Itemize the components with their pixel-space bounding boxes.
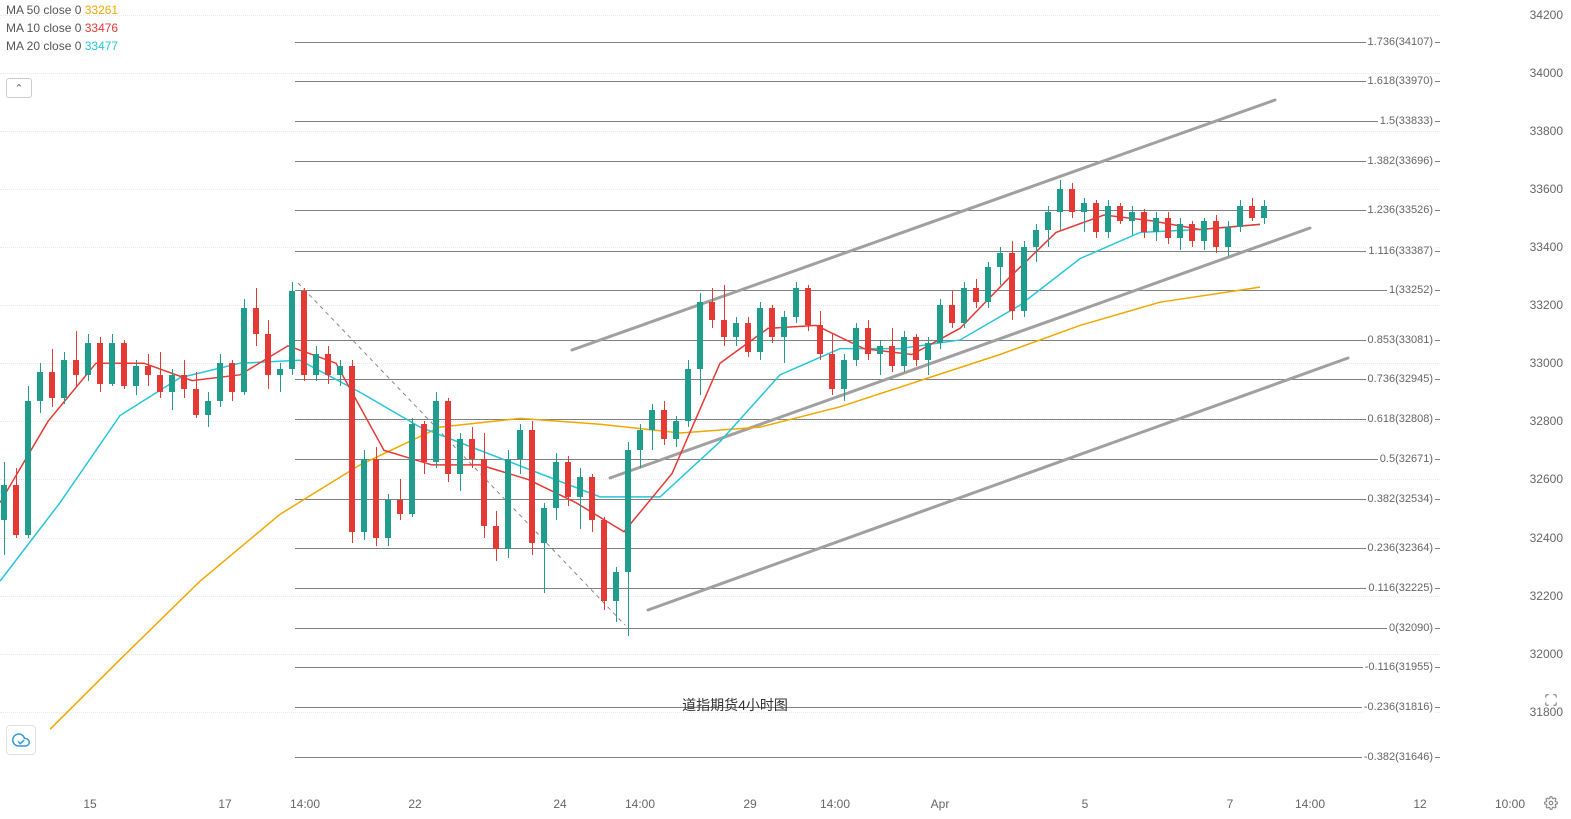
fib-line	[295, 251, 1440, 252]
y-tick: 32000	[1530, 647, 1563, 661]
x-tick: 22	[408, 797, 421, 811]
fib-line	[295, 290, 1440, 291]
fib-line	[295, 379, 1440, 380]
y-tick: 32800	[1530, 414, 1563, 428]
x-tick: 14:00	[290, 797, 320, 811]
grid-line	[0, 654, 1440, 655]
fib-label: 1.618(33970)	[1366, 75, 1435, 87]
x-tick: 15	[83, 797, 96, 811]
x-tick: 29	[743, 797, 756, 811]
gear-icon	[1544, 796, 1558, 810]
x-tick: 24	[553, 797, 566, 811]
x-tick: 14:00	[1295, 797, 1325, 811]
y-tick: 34200	[1530, 8, 1563, 22]
fib-line	[295, 588, 1440, 589]
grid-line	[0, 73, 1440, 74]
y-tick: 33600	[1530, 182, 1563, 196]
fib-label: 1.236(33526)	[1366, 204, 1435, 216]
legend-ma20: MA 20 close 0 33477	[6, 39, 118, 53]
chart-title: 道指期货4小时图	[682, 695, 788, 715]
fib-line	[295, 628, 1440, 629]
fib-line	[295, 121, 1440, 122]
grid-line	[0, 596, 1440, 597]
settings-button[interactable]	[1541, 793, 1561, 813]
y-tick: 32400	[1530, 531, 1563, 545]
fib-line	[295, 81, 1440, 82]
fib-label: 1(33252)	[1387, 284, 1435, 296]
fib-label: 1.116(33387)	[1366, 245, 1435, 257]
grid-line	[0, 131, 1440, 132]
fib-line	[295, 499, 1440, 500]
fib-label: 0.618(32808)	[1366, 413, 1435, 425]
grid-line	[0, 247, 1440, 248]
legend-ma50: MA 50 close 0 33261	[6, 3, 118, 17]
fib-label: 1.382(33696)	[1366, 155, 1435, 167]
fib-label: 0.5(32671)	[1378, 453, 1435, 465]
x-tick: 14:00	[820, 797, 850, 811]
grid-line	[0, 363, 1440, 364]
fib-label: 0.116(32225)	[1366, 582, 1435, 594]
fib-line	[295, 210, 1440, 211]
fib-line	[295, 161, 1440, 162]
grid-line	[0, 15, 1440, 16]
fib-label: 0.236(32364)	[1366, 542, 1435, 554]
grid-line	[0, 305, 1440, 306]
x-tick: Apr	[931, 797, 950, 811]
ma50-line	[50, 287, 1260, 729]
cloud-button[interactable]	[6, 725, 36, 755]
x-tick: 7	[1227, 797, 1234, 811]
y-tick: 32200	[1530, 589, 1563, 603]
fib-line	[295, 757, 1440, 758]
chart-area[interactable]: 1.736(34107) 1.618(33970) 1.5(33833) 1.382(…	[0, 0, 1470, 770]
fib-label: 0.736(32945)	[1366, 373, 1435, 385]
x-tick: 5	[1082, 797, 1089, 811]
y-tick: 33200	[1530, 298, 1563, 312]
fib-label: 1.5(33833)	[1378, 115, 1435, 127]
fib-line	[295, 419, 1440, 420]
y-axis: 34200 34000 33800 33600 33400 33200 33000 32800…	[1501, 0, 1571, 770]
legend-ma10: MA 10 close 0 33476	[6, 21, 118, 35]
chevron-up-icon: ⌃	[14, 82, 23, 95]
grid-line	[0, 538, 1440, 539]
grid-line	[0, 189, 1440, 190]
y-tick: 33000	[1530, 356, 1563, 370]
x-tick: 10:00	[1495, 797, 1525, 811]
y-tick: 34000	[1530, 66, 1563, 80]
collapse-button[interactable]: ⌃	[6, 78, 32, 98]
fib-line	[295, 667, 1440, 668]
fullscreen-button[interactable]	[1541, 690, 1561, 710]
fib-line	[295, 42, 1440, 43]
fib-label: 1.736(34107)	[1366, 36, 1435, 48]
fib-label: -0.236(31816)	[1362, 701, 1435, 713]
x-axis: 151714:00222414:002914:00Apr5714:001210:…	[0, 789, 1470, 819]
fib-label: 0(32090)	[1387, 622, 1435, 634]
fib-line	[295, 459, 1440, 460]
cloud-icon	[12, 731, 30, 749]
grid-line	[0, 421, 1440, 422]
x-tick: 14:00	[625, 797, 655, 811]
fib-line	[295, 707, 1440, 708]
y-tick: 32600	[1530, 472, 1563, 486]
fib-label: 0.853(33081)	[1366, 334, 1435, 346]
x-tick: 12	[1413, 797, 1426, 811]
y-tick: 33800	[1530, 124, 1563, 138]
fib-label: -0.382(31646)	[1362, 751, 1435, 763]
fib-label: 0.382(32534)	[1366, 493, 1435, 505]
fib-line	[295, 548, 1440, 549]
x-tick: 17	[218, 797, 231, 811]
fullscreen-icon	[1544, 693, 1558, 707]
grid-line	[0, 479, 1440, 480]
fib-label: -0.116(31955)	[1363, 661, 1435, 673]
y-tick: 33400	[1530, 240, 1563, 254]
ma-legend: MA 50 close 0 33261 MA 10 close 0 33476 …	[6, 3, 118, 57]
